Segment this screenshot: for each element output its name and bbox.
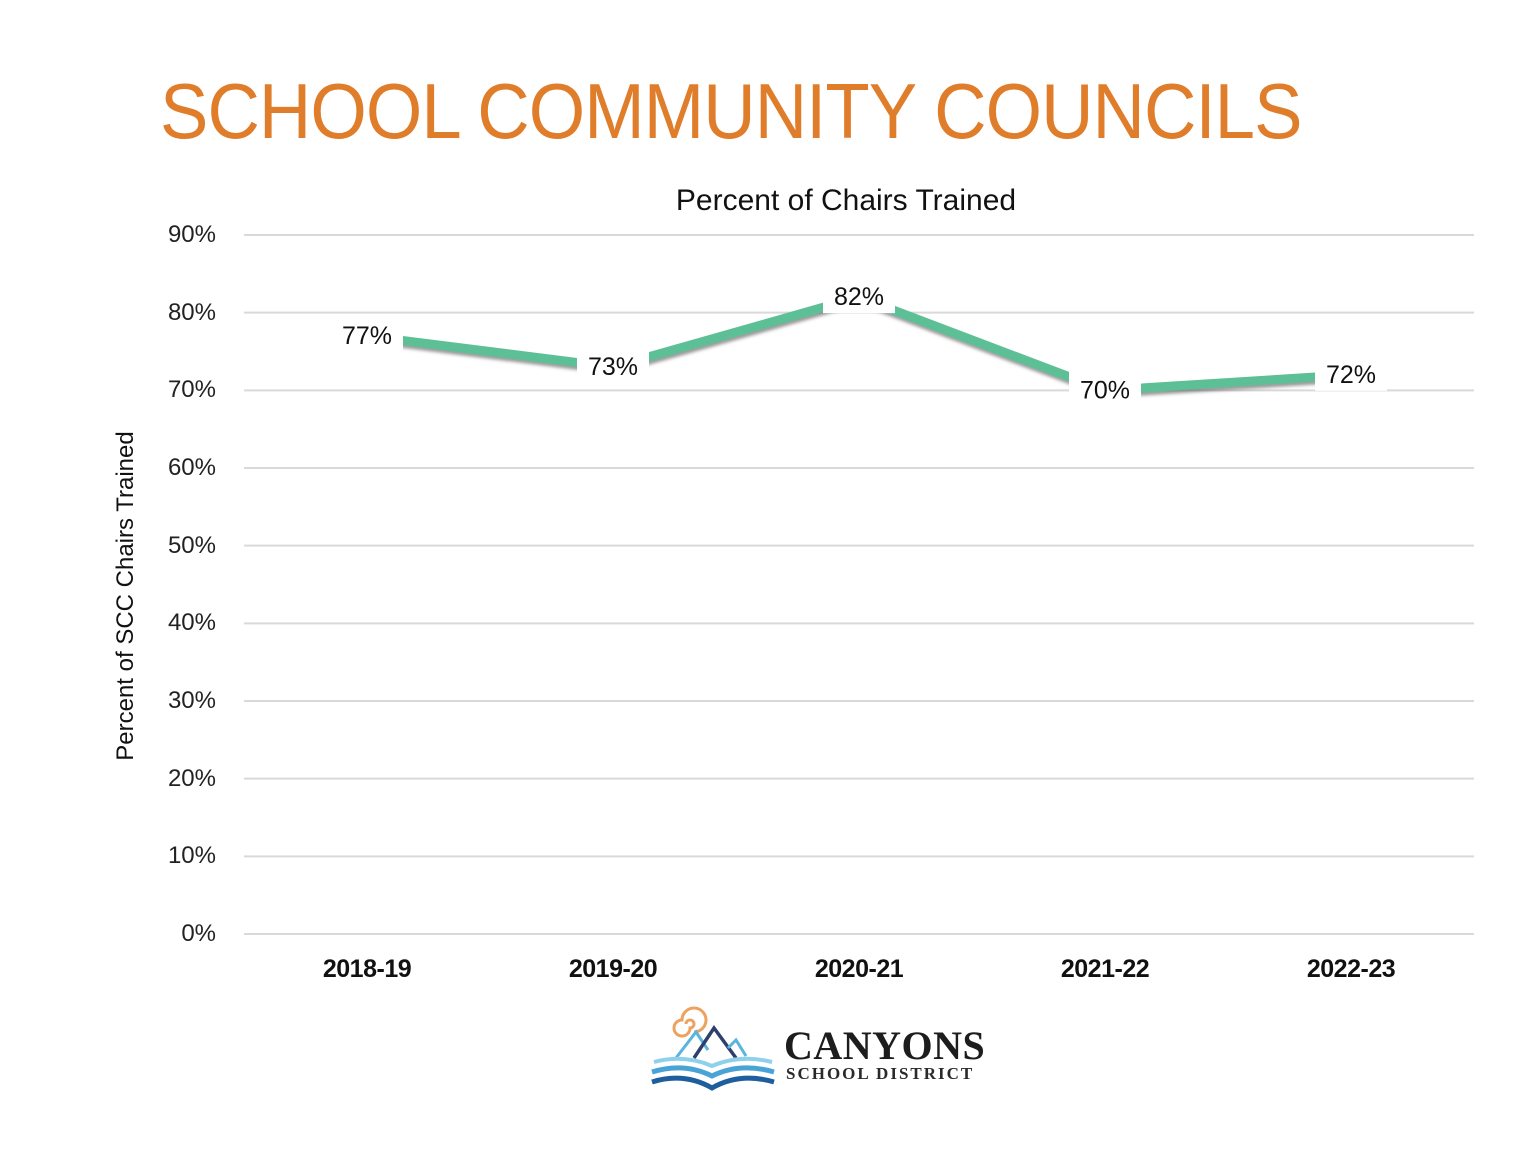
x-tick-label: 2019-20 — [568, 955, 658, 983]
x-tick-label: 2022-23 — [1306, 955, 1396, 983]
y-tick-label: 0% — [181, 920, 216, 947]
data-label: 70% — [1080, 376, 1130, 404]
chart-title: Percent of Chairs Trained — [675, 184, 1017, 217]
y-tick-label: 90% — [167, 221, 216, 248]
x-tick-label: 2021-22 — [1060, 955, 1150, 983]
data-label: 72% — [1326, 361, 1376, 389]
data-label: 77% — [342, 322, 392, 350]
data-labels: 77% 73% 82% 70% 72% — [331, 277, 1387, 407]
y-tick-label: 30% — [167, 687, 216, 714]
logo-name: CANYONS — [784, 1023, 986, 1068]
y-tick-label: 40% — [167, 609, 216, 636]
slide-title: SCHOOL COMMUNITY COUNCILS — [160, 67, 1302, 155]
logo-subtitle: SCHOOL DISTRICT — [786, 1064, 975, 1083]
y-tick-label: 80% — [167, 299, 216, 326]
x-tick-label: 2018-19 — [322, 955, 412, 983]
y-tick-label: 20% — [167, 765, 216, 792]
book-mountain-icon — [651, 1006, 775, 1091]
y-tick-label: 70% — [167, 376, 216, 403]
data-label: 73% — [588, 353, 638, 381]
canyons-logo: CANYONS SCHOOL DISTRICT — [648, 1000, 985, 1100]
y-tick-label: 10% — [167, 842, 216, 869]
x-tick-label: 2020-21 — [814, 955, 904, 983]
data-label: 82% — [834, 283, 884, 311]
y-tick-label: 60% — [167, 454, 216, 481]
gridlines — [244, 234, 1474, 935]
y-tick-label: 50% — [167, 532, 216, 559]
